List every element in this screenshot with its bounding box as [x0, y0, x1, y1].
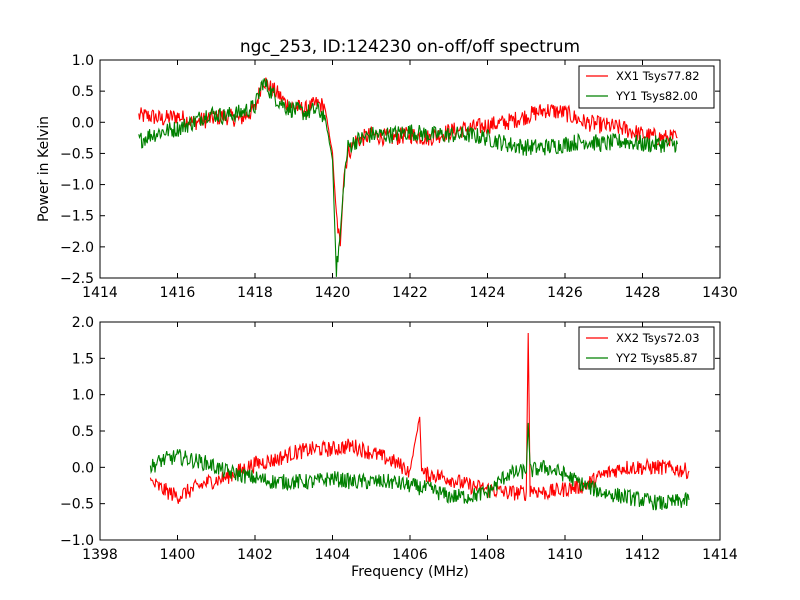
x-tick-label: 1428	[625, 285, 661, 301]
series-line-xx2	[149, 332, 690, 504]
x-tick-label: 1414	[82, 285, 118, 301]
y-tick-label: −2.0	[60, 240, 94, 256]
x-tick-label: 1400	[160, 547, 196, 563]
legend-label-xx2: XX2 Tsys72.03	[616, 331, 700, 345]
x-tick-label: 1414	[702, 547, 738, 563]
series-line-yy2	[149, 422, 690, 511]
chart-title: ngc_253, ID:124230 on-off/off spectrum	[240, 37, 580, 57]
top-legend: XX1 Tsys77.82 YY1 Tsys82.00	[578, 65, 715, 109]
legend-box	[578, 65, 715, 109]
legend-label-yy2: YY2 Tsys85.87	[615, 351, 698, 365]
x-axis-label: Frequency (MHz)	[351, 564, 469, 580]
y-tick-label: −1.0	[60, 178, 94, 194]
legend-label-yy1: YY1 Tsys82.00	[615, 89, 698, 103]
y-tick-label: −0.5	[60, 497, 94, 513]
x-tick-label: 1426	[547, 285, 583, 301]
x-tick-label: 1402	[237, 547, 273, 563]
y-tick-label: 0.5	[72, 84, 94, 100]
x-tick-label: 1430	[702, 285, 738, 301]
y-tick-label: 2.0	[72, 315, 94, 331]
x-tick-label: 1416	[160, 285, 196, 301]
bottom-legend: XX2 Tsys72.03 YY2 Tsys85.87	[578, 326, 715, 370]
x-tick-label: 1404	[315, 547, 351, 563]
x-tick-label: 1422	[392, 285, 428, 301]
legend-label-xx1: XX1 Tsys77.82	[616, 69, 700, 83]
y-tick-label: 0.0	[72, 460, 94, 476]
y-tick-label: 1.0	[72, 388, 94, 404]
top-plot-area: 1414 1416 1418 1420 1422 1424 1426 1428 1430 1.0 0…	[60, 53, 738, 301]
x-tick-label: 1406	[392, 547, 428, 563]
y-tick-label: 0.5	[72, 424, 94, 440]
x-tick-label: 1410	[547, 547, 583, 563]
y-tick-label: −2.5	[60, 271, 94, 287]
x-tick-label: 1412	[625, 547, 661, 563]
y-tick-label: −0.5	[60, 146, 94, 162]
bottom-panel: 1398 1400 1402 1404 1406 1408 1410 1412 1414 2.0 1…	[60, 315, 738, 580]
legend-box	[578, 326, 715, 370]
y-tick-label: 1.5	[72, 351, 94, 367]
x-tick-label: 1418	[237, 285, 273, 301]
series-line-yy1	[138, 78, 678, 277]
bottom-plot-area: 1398 1400 1402 1404 1406 1408 1410 1412 1414 2.0 1…	[60, 315, 738, 563]
y-tick-label: 1.0	[72, 53, 94, 69]
x-tick-label: 1408	[470, 547, 506, 563]
x-tick-label: 1420	[315, 285, 351, 301]
x-tick-label: 1398	[82, 547, 118, 563]
y-tick-label: −1.5	[60, 209, 94, 225]
y-tick-label: −1.0	[60, 533, 94, 549]
y-tick-label: 0.0	[72, 115, 94, 131]
top-panel: ngc_253, ID:124230 on-off/off spectrum P…	[36, 37, 738, 301]
y-axis-label: Power in Kelvin	[36, 116, 52, 222]
x-tick-label: 1424	[470, 285, 506, 301]
